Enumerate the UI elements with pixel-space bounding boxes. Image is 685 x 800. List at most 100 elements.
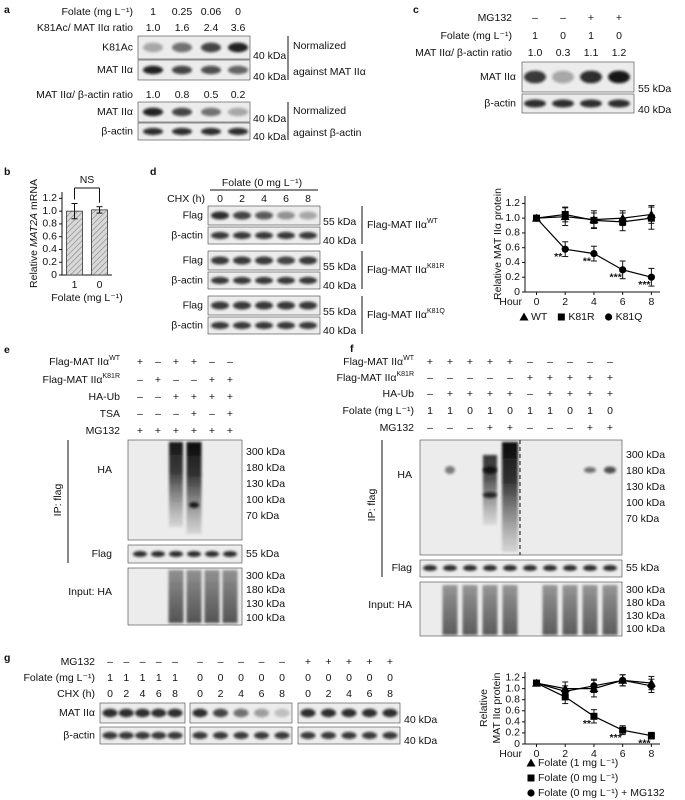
smear	[502, 442, 518, 552]
lane-value: –	[547, 422, 553, 434]
smear	[562, 585, 578, 635]
band	[118, 708, 134, 718]
lane-value: –	[467, 422, 473, 434]
lane-value: +	[325, 656, 331, 668]
band	[321, 708, 336, 718]
lane-value: 8	[172, 688, 178, 700]
blot-label: β-actin	[171, 319, 203, 331]
lane-value: 0	[235, 6, 241, 18]
row-label: Flag-MAT IIαWT	[343, 355, 415, 368]
x-tick-label: 0	[97, 279, 103, 291]
y-tick-label: 0.6	[42, 230, 57, 242]
x-axis-label: Hour	[499, 296, 522, 308]
band	[143, 42, 163, 53]
legend-marker	[527, 789, 535, 797]
blot-label: β-actin	[101, 125, 133, 137]
smear	[482, 585, 498, 635]
lane-value: +	[607, 388, 613, 400]
kda-label: 300 kDa	[626, 584, 665, 596]
lane-value: +	[547, 388, 553, 400]
lane-value: 1	[527, 405, 533, 417]
lane-value: +	[227, 425, 233, 437]
lane-value: 4	[346, 688, 352, 700]
lane-value: –	[156, 656, 162, 668]
x-tick-label: 2	[562, 296, 568, 308]
lane-value: 0	[218, 672, 224, 684]
label-sup: WT	[403, 355, 415, 362]
panel-letter: c	[413, 4, 419, 16]
lane-value: 0.06	[201, 6, 222, 18]
legend-marker	[604, 313, 613, 321]
lane-value: 1	[547, 405, 553, 417]
band	[543, 565, 557, 571]
band	[211, 276, 229, 285]
y-axis-label: Relative MAT IIα protein	[492, 188, 504, 300]
annotation: ***	[638, 279, 651, 291]
kda-label: 180 kDa	[246, 584, 285, 596]
row-label: MG132	[478, 12, 513, 24]
band	[211, 211, 229, 220]
marker	[590, 682, 598, 690]
lane-value: –	[427, 388, 433, 400]
row-label: CHX (h)	[57, 688, 95, 700]
legend-label: Folate (0 mg L⁻¹) + MG132	[538, 787, 665, 799]
lane-value: 0	[346, 672, 352, 684]
x-axis-label: Hour	[499, 748, 522, 760]
band	[143, 65, 163, 75]
lane-value: 1	[532, 30, 538, 42]
row-label: MG132	[86, 425, 121, 437]
kda-label: 70 kDa	[626, 513, 659, 525]
y-tick-label: 1.2	[42, 192, 57, 204]
lane-value: +	[587, 422, 593, 434]
lane-value: +	[547, 372, 553, 384]
blot	[521, 93, 635, 114]
band	[277, 276, 295, 285]
band	[169, 551, 183, 557]
lane-value: –	[279, 656, 285, 668]
lane-value: –	[467, 372, 473, 384]
y-tick-label: 0.2	[505, 727, 520, 739]
band	[213, 731, 228, 740]
blot	[137, 59, 251, 81]
kda-label: 300 kDa	[246, 446, 285, 458]
y-tick-label: 0	[51, 269, 57, 281]
band	[580, 70, 602, 84]
lane-value: 1	[107, 672, 113, 684]
kda-label: 55 kDa	[323, 261, 356, 273]
lane-value: 0	[279, 672, 285, 684]
blot	[419, 439, 623, 556]
band	[584, 467, 596, 473]
lane-value: 1	[150, 6, 156, 18]
band	[213, 708, 228, 718]
y-tick-label: 0.4	[505, 716, 520, 728]
kda-label: 180 kDa	[626, 465, 665, 477]
kda-label: 180 kDa	[626, 597, 665, 609]
y-tick-label: 0.4	[505, 256, 520, 268]
lane-value: 0	[217, 193, 223, 205]
lane-value: 0	[107, 688, 113, 700]
row-label: K81Ac/ MAT IIα ratio	[37, 22, 133, 34]
lane-value: –	[427, 422, 433, 434]
note: against MAT IIα	[293, 66, 366, 78]
lane-value: +	[227, 408, 233, 420]
lane-value: +	[209, 391, 215, 403]
row-label: Flag-MAT IIαK81R	[43, 373, 120, 386]
band	[211, 256, 229, 265]
band	[299, 301, 317, 310]
lane-value: +	[487, 422, 493, 434]
blot	[127, 544, 243, 564]
label-sup: WT	[109, 355, 121, 362]
lane-value: –	[259, 656, 265, 668]
lane-value: +	[173, 425, 179, 437]
band	[277, 211, 295, 220]
annotation: ***	[610, 732, 623, 744]
band	[167, 708, 183, 718]
lane-value: +	[527, 372, 533, 384]
y-tick-label: 1.0	[42, 205, 57, 217]
lane-value: –	[155, 408, 161, 420]
lane-value: 2	[123, 688, 129, 700]
lane-value: –	[527, 422, 533, 434]
band	[552, 99, 574, 108]
